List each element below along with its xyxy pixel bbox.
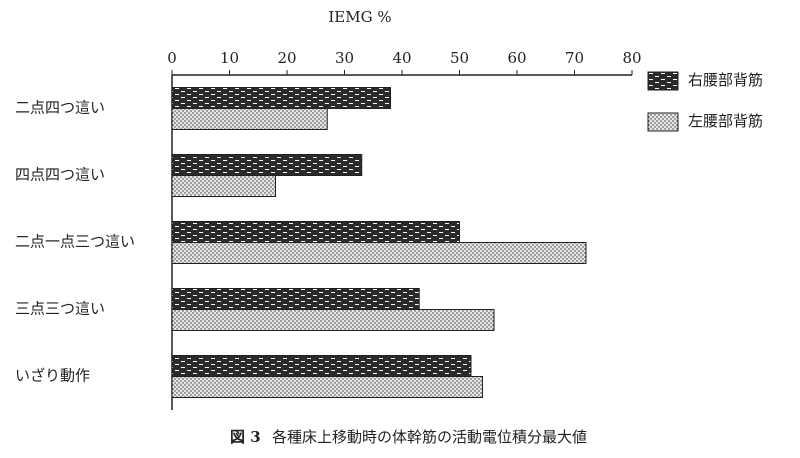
legend-swatch — [647, 112, 679, 132]
bar — [171, 242, 587, 264]
bar — [171, 376, 483, 398]
y-tick-label: 二点一点三つ這い — [15, 233, 135, 251]
bar — [171, 355, 472, 377]
bar — [171, 221, 460, 243]
x-axis-title: IEMG % — [328, 8, 391, 26]
caption: 各種床上移動時の体幹筋の活動電位積分最大値 — [272, 428, 587, 446]
bar — [171, 288, 420, 310]
x-tick-label: 10 — [220, 49, 239, 67]
x-tick-label: 20 — [277, 49, 296, 67]
x-tick-label: 50 — [450, 49, 469, 67]
x-tick-label: 70 — [565, 49, 584, 67]
x-tick-label: 80 — [622, 49, 641, 67]
legend-label: 右腰部背筋 — [688, 71, 763, 89]
figure-label: 図 3 — [230, 428, 261, 446]
bar — [171, 108, 328, 130]
x-tick-label: 0 — [167, 49, 177, 67]
y-tick-label: 四点四つ這い — [15, 166, 105, 184]
bar — [171, 175, 276, 197]
y-tick-label: 二点四つ這い — [15, 99, 105, 117]
x-tick-label: 30 — [335, 49, 354, 67]
legend-swatch — [647, 71, 679, 91]
bar — [171, 87, 391, 109]
x-tick-label: 40 — [392, 49, 411, 67]
y-tick-label: 三点三つ這い — [15, 300, 105, 318]
bar — [171, 154, 363, 176]
y-tick-label: いざり動作 — [15, 367, 90, 385]
bar — [171, 309, 495, 331]
x-tick-label: 60 — [507, 49, 526, 67]
legend-label: 左腰部背筋 — [688, 112, 763, 130]
